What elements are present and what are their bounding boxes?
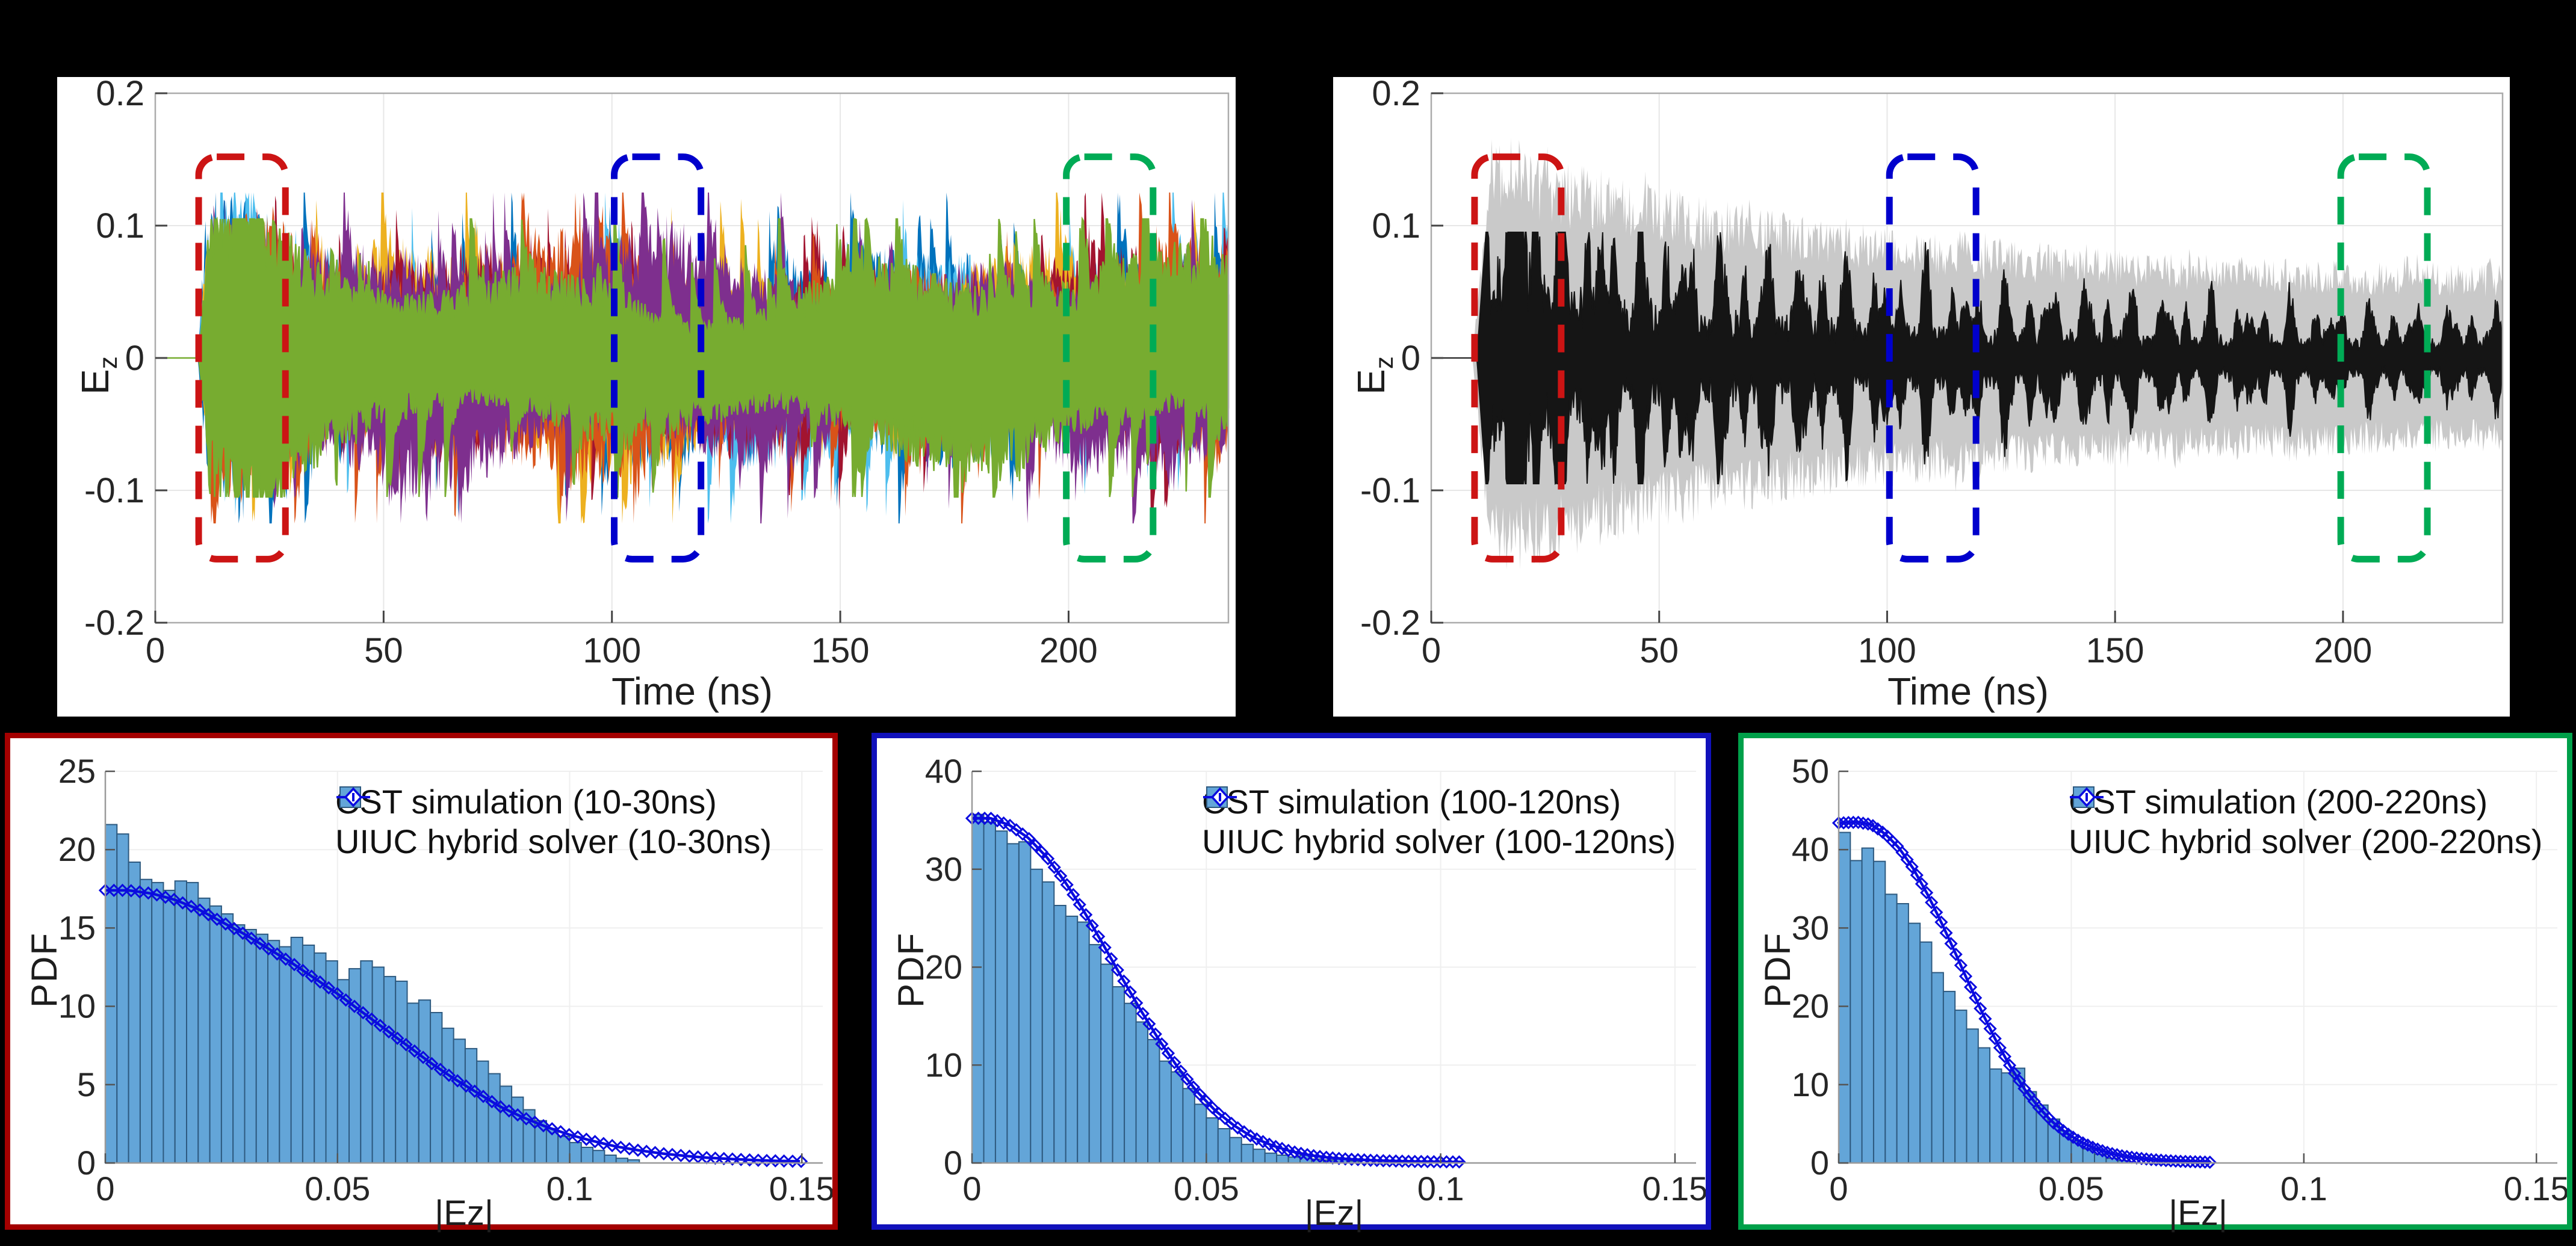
svg-text:5: 5 <box>77 1066 96 1103</box>
svg-text:0.1: 0.1 <box>546 1170 593 1207</box>
svg-text:0: 0 <box>77 1144 96 1182</box>
svg-text:30: 30 <box>1792 908 1829 946</box>
svg-text:0.1: 0.1 <box>1372 206 1420 245</box>
legend: CST simulation (10-30ns) UIUC hybrid sol… <box>335 782 772 861</box>
svg-text:-0.1: -0.1 <box>84 471 144 510</box>
histogram-chart-10-30ns: 0 0.05 0.1 0.15 0 5 10 15 20 25 <box>58 752 832 1207</box>
svg-text:50: 50 <box>1792 752 1829 790</box>
svg-text:150: 150 <box>2086 631 2144 670</box>
panel-cst-waveforms: 0 50 100 150 200 0.2 0.1 0 -0.1 -0.2 Ez Time (ns) <box>57 77 1236 717</box>
svg-text:0: 0 <box>1829 1170 1848 1207</box>
svg-text:0.2: 0.2 <box>1372 77 1420 113</box>
svg-text:50: 50 <box>1639 631 1679 670</box>
svg-text:0: 0 <box>962 1170 981 1207</box>
svg-text:0.1: 0.1 <box>1417 1170 1464 1207</box>
panel-pdf-200-220ns: 0 0.05 0.1 0.15 0 10 20 30 40 50 PDF |Ez| CST sim… <box>1738 733 2572 1233</box>
svg-text:0: 0 <box>146 631 165 670</box>
legend: CST simulation (100-120ns) UIUC hybrid s… <box>1202 782 1676 861</box>
svg-text:0.1: 0.1 <box>96 206 144 245</box>
svg-text:20: 20 <box>925 948 962 986</box>
svg-text:40: 40 <box>925 752 962 790</box>
y-axis-label: Ez <box>1349 356 1398 395</box>
legend: CST simulation (200-220ns) UIUC hybrid s… <box>2069 782 2542 861</box>
svg-text:10: 10 <box>925 1046 962 1084</box>
y-axis-label: PDF <box>24 932 64 1008</box>
legend-item-cst: CST simulation (10-30ns) <box>335 782 717 821</box>
svg-text:0.2: 0.2 <box>96 77 144 113</box>
svg-text:0.15: 0.15 <box>1642 1170 1706 1207</box>
panel-envelope-waveform: 0 50 100 150 200 0.2 0.1 0 -0.1 -0.2 Ez Time (ns) <box>1333 77 2510 717</box>
legend-item-solver: UIUC hybrid solver (100-120ns) <box>1202 787 1676 861</box>
svg-text:0.05: 0.05 <box>2039 1170 2104 1207</box>
y-axis-label: Ez <box>73 356 122 395</box>
svg-text:200: 200 <box>2314 631 2373 670</box>
x-axis-label: |Ez| <box>1304 1194 1364 1233</box>
svg-text:0: 0 <box>1810 1144 1829 1182</box>
svg-text:50: 50 <box>364 631 403 670</box>
svg-text:-0.2: -0.2 <box>1360 603 1420 643</box>
x-axis-label: |Ez| <box>2169 1194 2228 1233</box>
histogram-chart-100-120ns: 0 0.05 0.1 0.15 0 10 20 30 40 <box>925 752 1706 1207</box>
line-marker-icon <box>336 787 370 807</box>
svg-text:-0.2: -0.2 <box>84 603 144 643</box>
svg-text:100: 100 <box>1858 631 1916 670</box>
x-axis-label: |Ez| <box>435 1194 494 1233</box>
line-marker-icon <box>2070 787 2104 807</box>
svg-text:0.15: 0.15 <box>2504 1170 2567 1207</box>
line-marker-icon <box>1203 787 1237 807</box>
svg-text:200: 200 <box>1039 631 1098 670</box>
svg-text:-0.1: -0.1 <box>1360 471 1420 510</box>
x-axis-label: Time (ns) <box>611 670 773 713</box>
legend-item-solver: UIUC hybrid solver (10-30ns) <box>335 787 772 861</box>
panel-pdf-10-30ns: 0 0.05 0.1 0.15 0 5 10 15 20 25 PDF |Ez| CST simu… <box>5 733 838 1233</box>
y-axis-label: PDF <box>891 932 931 1008</box>
svg-text:20: 20 <box>58 830 96 868</box>
svg-text:150: 150 <box>811 631 870 670</box>
svg-text:0.1: 0.1 <box>2280 1170 2327 1207</box>
waveform-chart-multitrace: 0 50 100 150 200 0.2 0.1 0 -0.1 -0.2 <box>84 77 1230 670</box>
svg-text:0: 0 <box>125 339 144 378</box>
y-axis-label: PDF <box>1757 932 1798 1008</box>
x-axis-label: Time (ns) <box>1887 670 2049 713</box>
svg-text:15: 15 <box>58 908 96 946</box>
svg-text:0.15: 0.15 <box>769 1170 832 1207</box>
svg-text:10: 10 <box>58 987 96 1025</box>
legend-item-cst: CST simulation (200-220ns) <box>2069 782 2488 821</box>
svg-text:0: 0 <box>96 1170 114 1207</box>
svg-text:40: 40 <box>1792 830 1829 868</box>
panel-pdf-100-120ns: 0 0.05 0.1 0.15 0 10 20 30 40 PDF |Ez| CST simul… <box>872 733 1711 1233</box>
svg-text:0.05: 0.05 <box>1174 1170 1239 1207</box>
svg-text:0: 0 <box>944 1144 962 1182</box>
svg-text:20: 20 <box>1792 987 1829 1025</box>
svg-text:100: 100 <box>583 631 641 670</box>
legend-item-cst: CST simulation (100-120ns) <box>1202 782 1621 821</box>
svg-text:0: 0 <box>1401 339 1420 378</box>
svg-text:0: 0 <box>1422 631 1441 670</box>
svg-text:25: 25 <box>58 752 96 790</box>
svg-text:10: 10 <box>1792 1066 1829 1103</box>
svg-text:30: 30 <box>925 850 962 888</box>
svg-text:0.05: 0.05 <box>305 1170 370 1207</box>
legend-item-solver: UIUC hybrid solver (200-220ns) <box>2069 787 2542 861</box>
waveform-chart-envelope: 0 50 100 150 200 0.2 0.1 0 -0.1 -0.2 <box>1360 77 2504 670</box>
histogram-chart-200-220ns: 0 0.05 0.1 0.15 0 10 20 30 40 50 <box>1792 752 2567 1207</box>
